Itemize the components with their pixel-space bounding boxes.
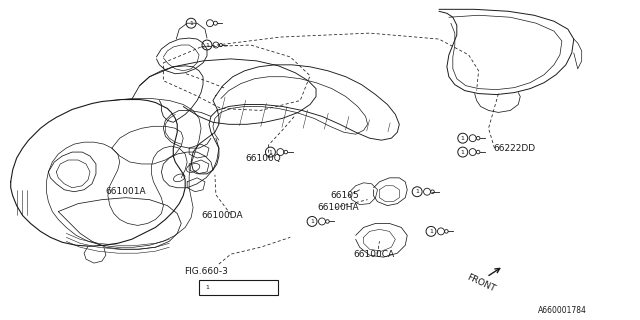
Text: 66100Q: 66100Q [246, 154, 282, 163]
Text: FRONT: FRONT [465, 273, 496, 294]
Text: 66105: 66105 [330, 191, 358, 200]
Text: 1: 1 [461, 149, 465, 155]
Text: 66100DA: 66100DA [201, 211, 243, 220]
Text: 66100HA: 66100HA [317, 203, 358, 212]
Text: 1: 1 [461, 136, 465, 141]
Text: 1: 1 [415, 189, 419, 194]
Text: FIG.660-3: FIG.660-3 [184, 267, 228, 276]
Text: 1: 1 [269, 149, 273, 155]
Text: 66222DD: 66222DD [493, 144, 536, 153]
Text: 1: 1 [429, 229, 433, 234]
Text: 661001A: 661001A [105, 187, 145, 196]
Text: 0500025: 0500025 [216, 283, 253, 292]
Text: 1: 1 [205, 43, 209, 47]
Text: 1: 1 [205, 285, 209, 290]
Text: 1: 1 [310, 219, 314, 224]
Text: A660001784: A660001784 [538, 306, 587, 315]
Text: 66100CA: 66100CA [354, 250, 395, 259]
Bar [199, 280, 278, 295]
Text: 1: 1 [189, 21, 193, 26]
